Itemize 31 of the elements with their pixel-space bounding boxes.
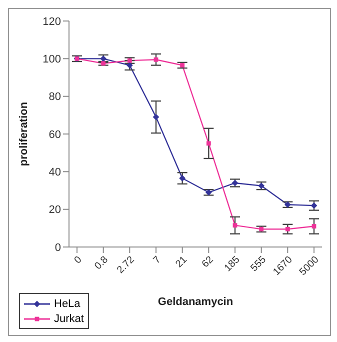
y-tick-label: 40	[48, 166, 61, 179]
point	[152, 114, 160, 120]
x-tick-label: 7	[151, 254, 164, 266]
x-tick-label: 555	[248, 254, 269, 274]
y-tick-label: 100	[42, 54, 61, 66]
point	[284, 201, 291, 208]
point	[285, 226, 290, 232]
x-tick-label: 185	[222, 254, 242, 274]
y-tick-label: 80	[48, 91, 61, 104]
point	[232, 180, 238, 186]
point	[205, 189, 212, 196]
x-tick-label: 62	[200, 254, 216, 270]
x-axis-title: Geldanamycin	[158, 296, 234, 308]
point	[154, 57, 158, 62]
point	[310, 202, 318, 209]
x-tick-label: 0.8	[92, 254, 111, 272]
y-tick-label: 20	[48, 204, 61, 216]
legend-label: HeLa	[54, 298, 80, 310]
point	[232, 223, 238, 228]
point	[312, 224, 316, 228]
x-tick-label: 21	[174, 254, 190, 270]
point	[206, 141, 211, 146]
y-axis-title: proliferation	[18, 102, 30, 166]
point	[100, 55, 107, 62]
y-tick-label: 0	[54, 242, 61, 254]
y-tick-label: 120	[42, 16, 61, 28]
point	[258, 182, 265, 189]
x-tick-label: 0	[72, 254, 84, 266]
y-tick-label: 60	[48, 128, 61, 141]
legend-label: Jurkat	[54, 312, 84, 324]
point	[179, 175, 186, 182]
